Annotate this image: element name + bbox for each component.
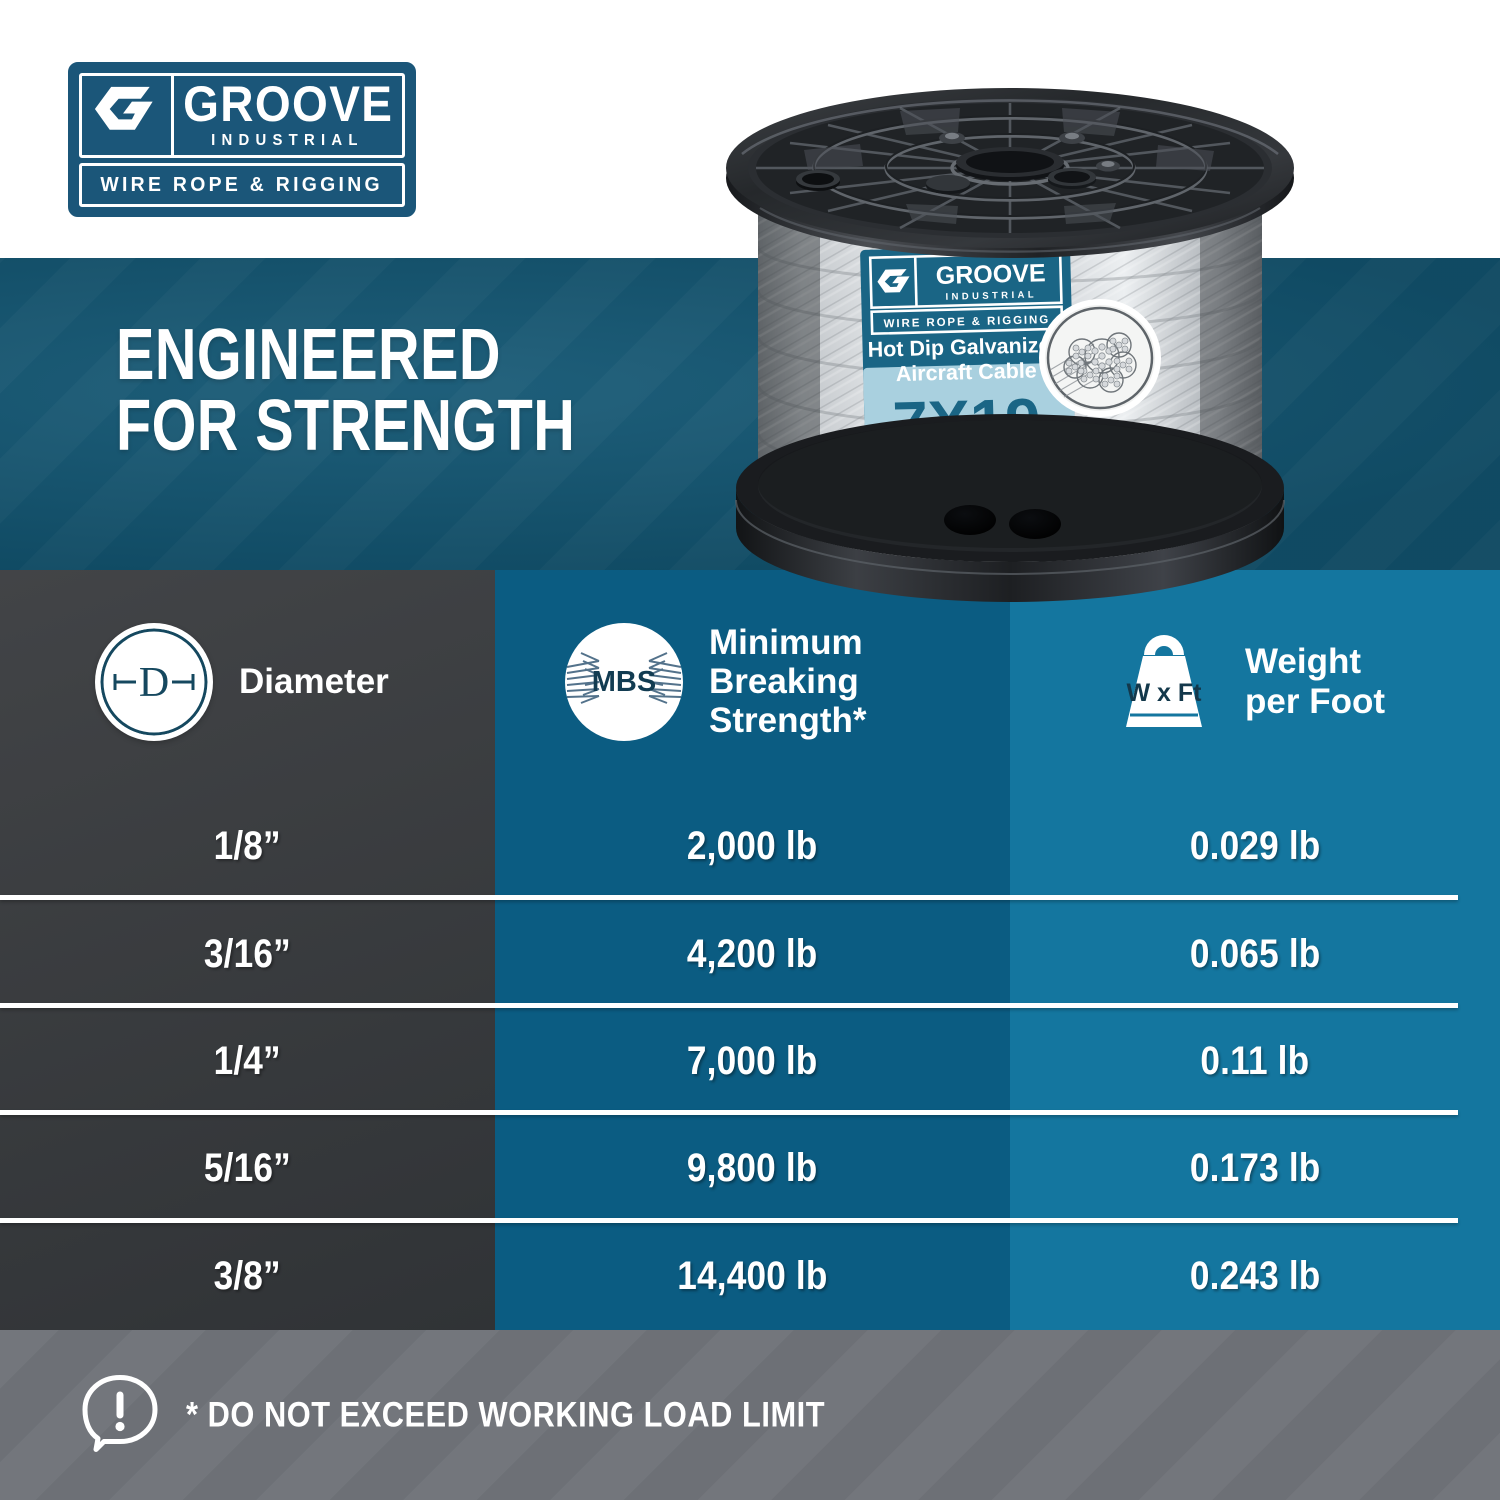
column-bg-diameter	[0, 570, 495, 1330]
cell-value: 3/8”	[213, 1253, 282, 1298]
hero-headline: ENGINEERED FOR STRENGTH	[116, 315, 576, 466]
table-row: 5/16” 9,800 lb 0.173 lb	[0, 1115, 1500, 1223]
cell-value: 1/4”	[213, 1038, 282, 1083]
cell-diameter: 1/4”	[0, 1008, 495, 1115]
cell-weight: 0.029 lb	[1010, 793, 1500, 900]
cell-weight: 0.11 lb	[1010, 1008, 1500, 1115]
column-header-mbs: MBS Minimum Breaking Strength*	[495, 570, 1010, 793]
cell-value: 14,400 lb	[677, 1253, 828, 1298]
table-header-row: D Diameter	[0, 570, 1500, 793]
row-divider	[0, 1217, 1458, 1223]
footer-disclaimer: * DO NOT EXCEED WORKING LOAD LIMIT	[186, 1395, 826, 1434]
column-bg-weight	[1010, 570, 1500, 1330]
cell-diameter: 3/16”	[0, 900, 495, 1007]
column-header-label: Weight per Foot	[1245, 642, 1385, 721]
cell-value: 4,200 lb	[687, 931, 818, 976]
exclamation-bubble-icon	[78, 1371, 162, 1460]
g-hexagon-icon	[89, 76, 163, 155]
cell-value: 1/8”	[213, 824, 282, 869]
svg-text:Aircraft Cable: Aircraft Cable	[895, 358, 1037, 386]
column-header-label: Diameter	[239, 661, 389, 701]
spec-table: D Diameter	[0, 570, 1500, 1330]
table-row: 1/4” 7,000 lb 0.11 lb	[0, 1008, 1500, 1116]
brand-logo: GROOVE INDUSTRIAL WIRE ROPE & RIGGING	[68, 62, 416, 217]
footer-stripe-pattern	[0, 1330, 1500, 1500]
cell-value: 0.065 lb	[1189, 931, 1321, 976]
cell-value: 0.11 lb	[1200, 1038, 1310, 1083]
cell-diameter: 3/8”	[0, 1223, 495, 1330]
cell-mbs: 14,400 lb	[495, 1223, 1010, 1330]
table-body: 1/8” 2,000 lb 0.029 lb 3/16” 4,200 lb 0.…	[0, 793, 1500, 1330]
svg-text:MBS: MBS	[592, 666, 656, 698]
cell-weight: 0.173 lb	[1010, 1115, 1500, 1222]
cell-weight: 0.065 lb	[1010, 900, 1500, 1007]
table-row: 3/8” 14,400 lb 0.243 lb	[0, 1223, 1500, 1330]
row-divider	[0, 1002, 1458, 1008]
logo-g-cell	[82, 76, 174, 156]
column-header-diameter: D Diameter	[0, 570, 495, 793]
weight-icon: W x Ft	[1105, 623, 1223, 741]
column-header-weight: W x Ft Weight per Foot	[1010, 570, 1500, 793]
cell-diameter: 1/8”	[0, 793, 495, 900]
cell-value: 0.029 lb	[1189, 824, 1321, 869]
svg-text:W x Ft: W x Ft	[1127, 679, 1203, 707]
cell-mbs: 9,800 lb	[495, 1115, 1010, 1222]
logo-tagline: WIRE ROPE & RIGGING	[100, 173, 384, 196]
column-header-label: Minimum Breaking Strength*	[709, 622, 867, 741]
cell-value: 0.243 lb	[1189, 1253, 1321, 1298]
svg-text:INDUSTRIAL: INDUSTRIAL	[945, 289, 1037, 302]
cell-value: 9,800 lb	[687, 1146, 818, 1191]
footer-band: * DO NOT EXCEED WORKING LOAD LIMIT	[0, 1330, 1500, 1500]
cell-value: 5/16”	[203, 1146, 291, 1191]
cell-mbs: 4,200 lb	[495, 900, 1010, 1007]
row-divider	[0, 1110, 1458, 1116]
cell-value: 3/16”	[203, 931, 291, 976]
svg-text:D: D	[139, 660, 169, 706]
table-row: 1/8” 2,000 lb 0.029 lb	[0, 793, 1500, 901]
row-divider	[0, 895, 1458, 901]
cell-weight: 0.243 lb	[1010, 1223, 1500, 1330]
logo-wordmark: GROOVE	[182, 76, 393, 133]
cell-value: 0.173 lb	[1189, 1146, 1321, 1191]
cell-mbs: 2,000 lb	[495, 793, 1010, 900]
table-row: 3/16” 4,200 lb 0.065 lb	[0, 900, 1500, 1008]
cell-diameter: 5/16”	[0, 1115, 495, 1222]
svg-text:WIRE ROPE & RIGGING: WIRE ROPE & RIGGING	[884, 314, 1051, 330]
svg-text:Hot Dip Galvanized: Hot Dip Galvanized	[867, 333, 1063, 362]
product-image-spool: GROOVE INDUSTRIAL WIRE ROPE & RIGGING Ho…	[700, 8, 1320, 648]
cell-mbs: 7,000 lb	[495, 1008, 1010, 1115]
cell-value: 2,000 lb	[687, 824, 818, 869]
svg-text:GROOVE: GROOVE	[935, 259, 1045, 290]
diameter-icon: D	[95, 622, 213, 741]
cell-value: 7,000 lb	[687, 1038, 818, 1083]
mbs-icon: MBS	[565, 622, 683, 741]
logo-subtitle: INDUSTRIAL	[211, 131, 365, 149]
